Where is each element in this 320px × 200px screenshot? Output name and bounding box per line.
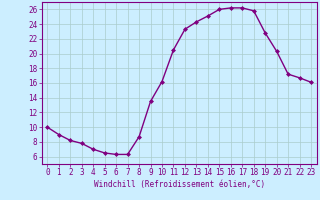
- X-axis label: Windchill (Refroidissement éolien,°C): Windchill (Refroidissement éolien,°C): [94, 180, 265, 189]
